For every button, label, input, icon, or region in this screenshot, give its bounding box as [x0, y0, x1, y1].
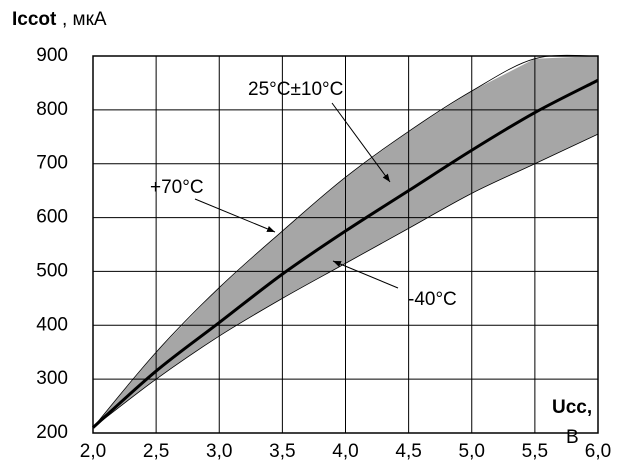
x-tick-label: 3,0 — [206, 441, 232, 462]
y-tick-label: 700 — [36, 153, 68, 174]
curve-label: +70°C — [150, 177, 204, 198]
x-tick-label: 6,0 — [585, 441, 611, 462]
x-tick-label: 2,5 — [143, 441, 169, 462]
series-line — [92, 133, 599, 428]
curve-label-arrow — [194, 198, 276, 233]
x-axis-unit: В — [566, 427, 579, 448]
x-tick-label: 2,0 — [80, 441, 106, 462]
y-tick-label: 600 — [36, 207, 68, 228]
y-tick-label: 900 — [36, 45, 68, 66]
plot-border — [92, 55, 599, 434]
y-tick-label: 300 — [36, 368, 68, 389]
y-tick-label: 500 — [36, 260, 68, 281]
y-tick-label: 800 — [36, 99, 68, 120]
x-tick-label: 4,0 — [332, 441, 358, 462]
series-line — [91, 78, 599, 429]
y-tick-label: 200 — [36, 422, 68, 443]
curve-label-arrow — [332, 260, 399, 289]
x-tick-label: 5,5 — [522, 441, 548, 462]
series-line — [92, 54, 599, 428]
x-tick-label: 3,5 — [269, 441, 295, 462]
curve-label-arrow — [331, 102, 391, 183]
x-tick-label: 5,0 — [459, 441, 485, 462]
y-axis-unit: , мкА — [62, 9, 107, 30]
y-axis-label: Iccot — [12, 9, 57, 30]
x-tick-label: 4,5 — [395, 441, 421, 462]
curve-label: 25°C±10°C — [248, 79, 343, 100]
curve-label: -40°C — [408, 289, 457, 310]
x-axis-label: Ucc, — [552, 397, 592, 418]
y-tick-label: 400 — [36, 314, 68, 335]
